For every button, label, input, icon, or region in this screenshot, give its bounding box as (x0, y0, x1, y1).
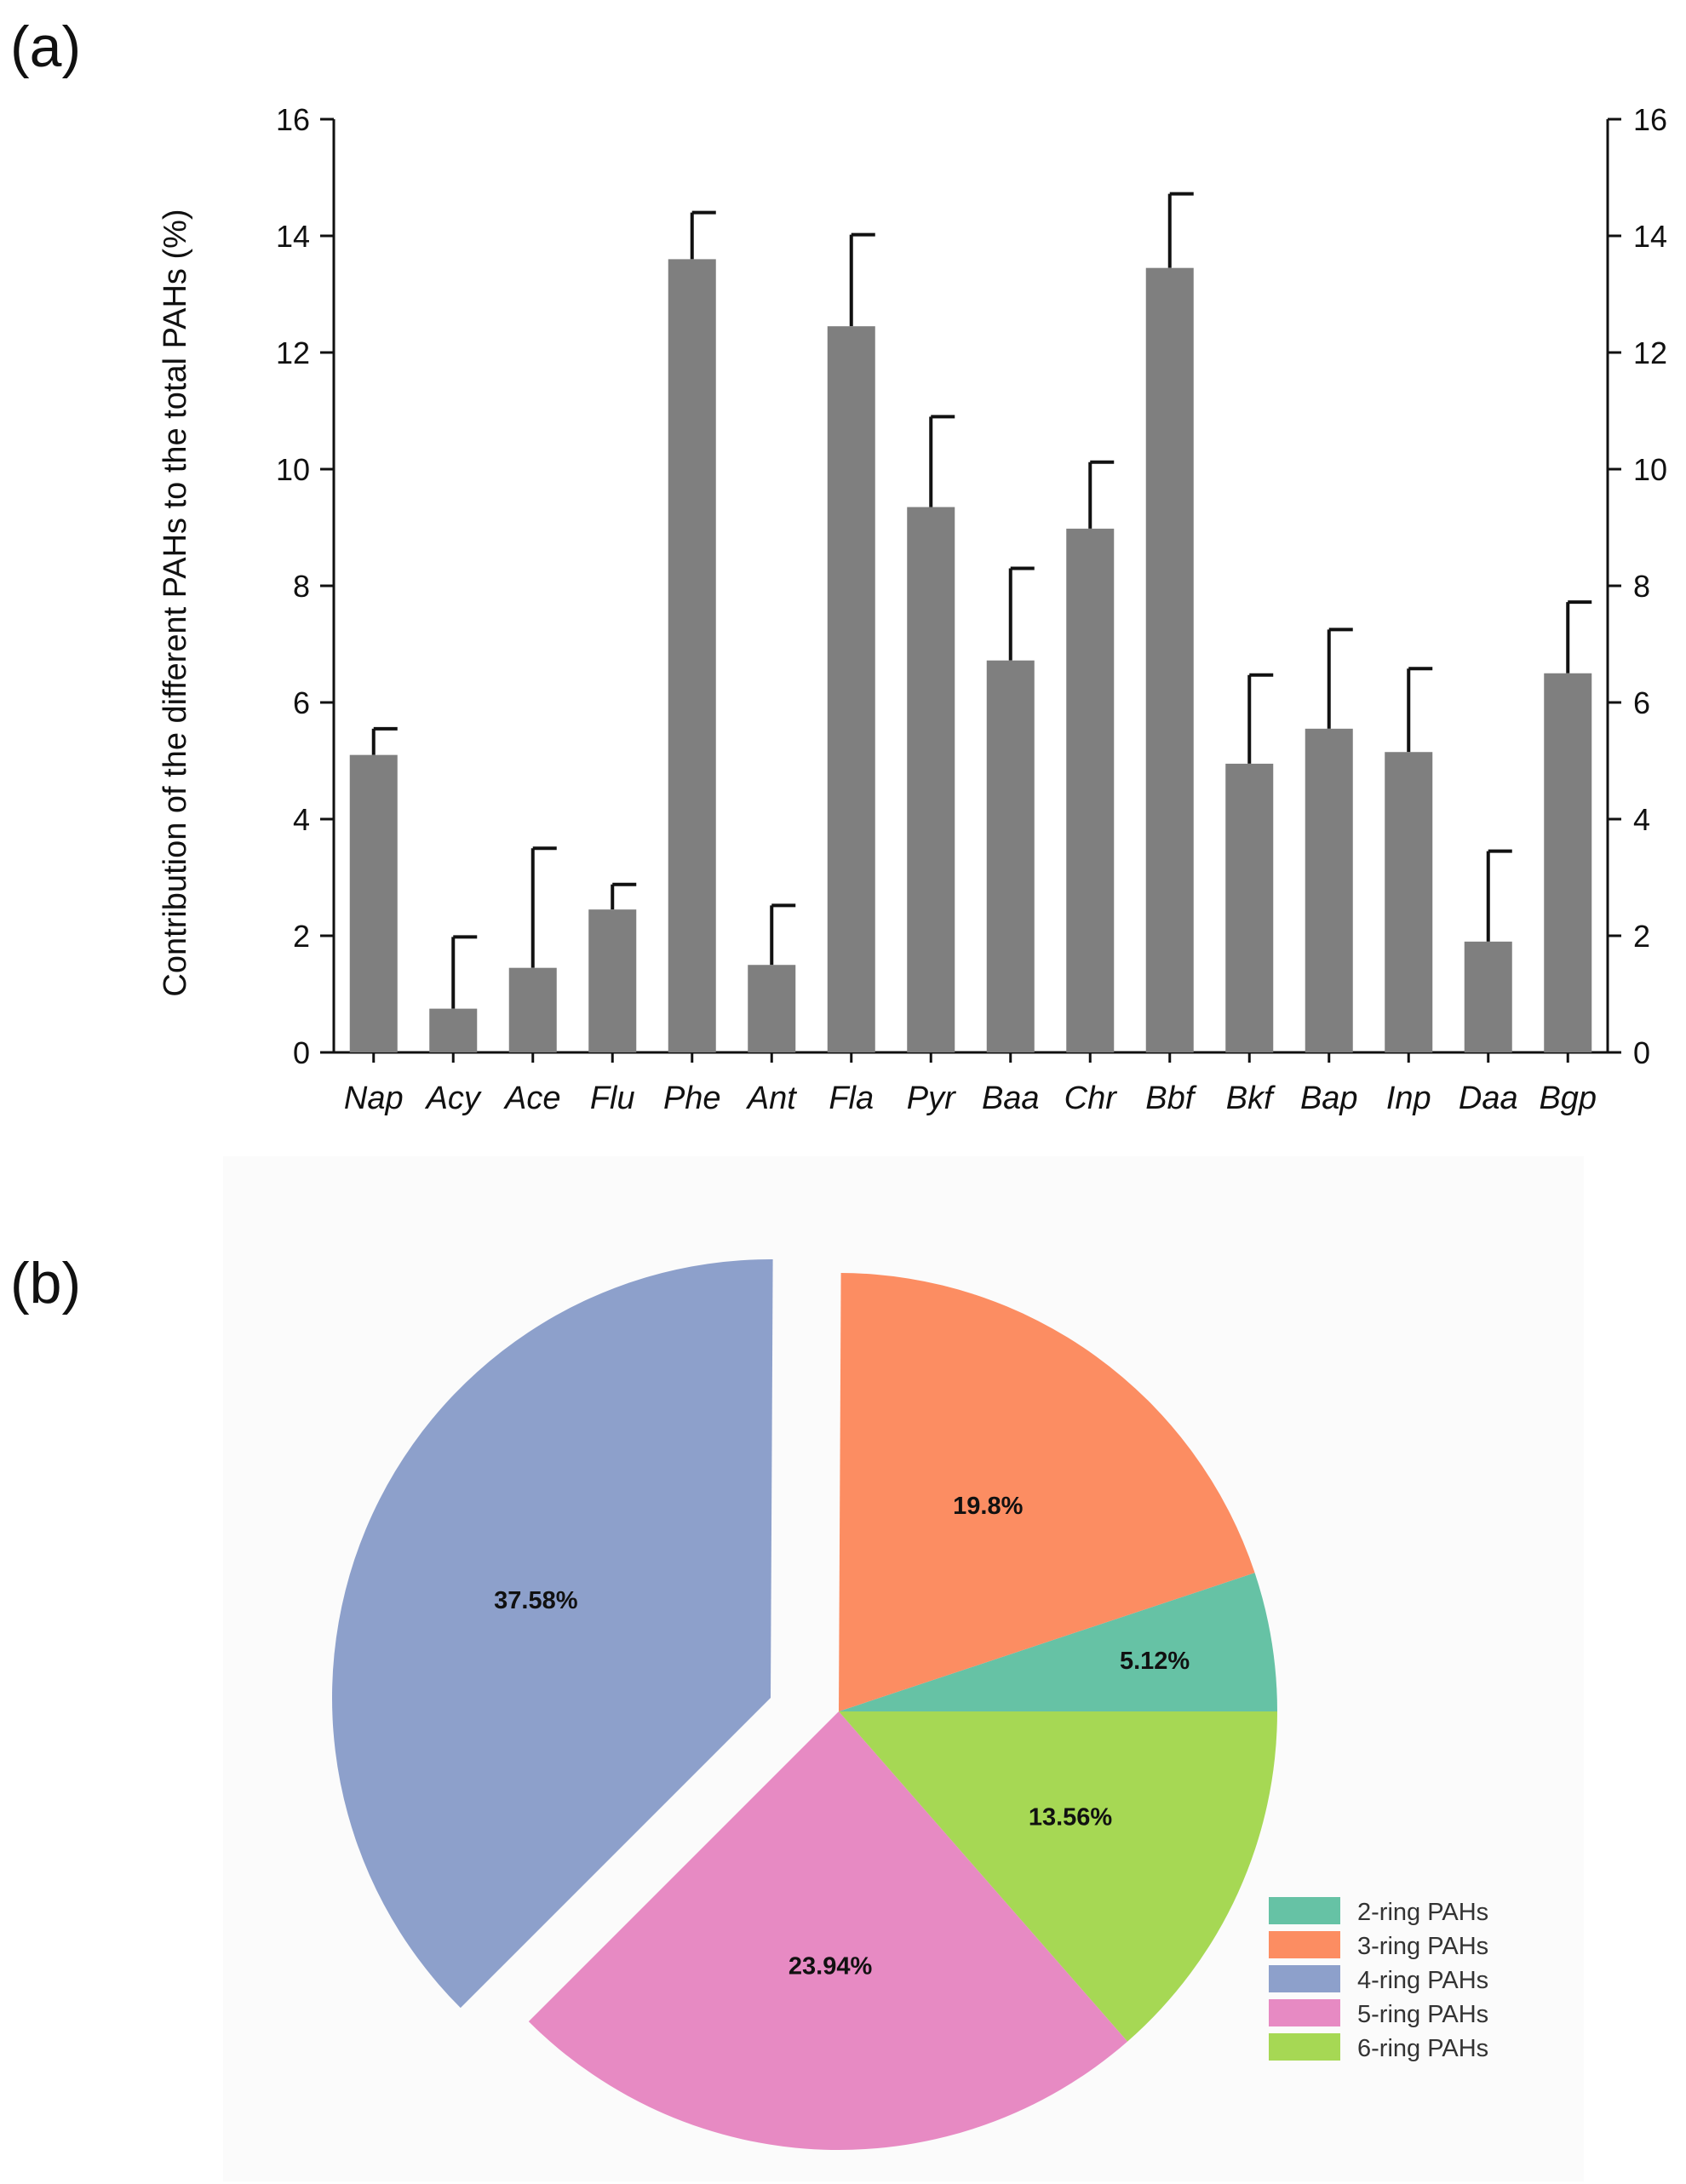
y-tick-label-left: 10 (276, 452, 310, 487)
x-tick-label-ace: Ace (503, 1081, 560, 1116)
legend-label-2-ring-pahs: 2-ring PAHs (1357, 1899, 1488, 1926)
legend-swatch-4-ring-pahs (1269, 1965, 1340, 1992)
pie-slice-3-ring-pahs (839, 1273, 1255, 1711)
legend-label-4-ring-pahs: 4-ring PAHs (1357, 1967, 1488, 1994)
x-tick-label-bap: Bap (1300, 1081, 1358, 1116)
x-tick-label-nap: Nap (344, 1081, 404, 1116)
y-tick-label-left: 2 (293, 919, 310, 954)
y-tick-label-right: 16 (1633, 102, 1667, 137)
panel-a-label: (a) (10, 14, 81, 79)
y-tick-label-left: 8 (293, 569, 310, 604)
pie-value-label-2-ring-pahs: 5.12% (1120, 1648, 1190, 1675)
pie-value-label-6-ring-pahs: 13.56% (1029, 1803, 1113, 1831)
x-tick-label-bbf: Bbf (1145, 1081, 1196, 1116)
y-tick-label-right: 14 (1633, 219, 1667, 254)
pie-value-label-5-ring-pahs: 23.94% (789, 1953, 873, 1981)
bar-chart: Contribution of the different PAHs to th… (158, 102, 1667, 1116)
pie-value-label-3-ring-pahs: 19.8% (953, 1493, 1023, 1520)
y-tick-label-left: 16 (276, 102, 310, 137)
y-tick-label-left: 14 (276, 219, 310, 254)
y-axis-title: Contribution of the different PAHs to th… (158, 209, 193, 996)
bar-bap (1305, 728, 1353, 1052)
x-tick-label-flu: Flu (590, 1081, 635, 1116)
y-tick-label-right: 2 (1633, 919, 1650, 954)
bar-pyr (907, 507, 955, 1052)
bar-ace (508, 967, 557, 1052)
pie-value-label-4-ring-pahs: 37.58% (494, 1587, 578, 1614)
legend-label-3-ring-pahs: 3-ring PAHs (1357, 1933, 1488, 1960)
legend-swatch-6-ring-pahs (1269, 2033, 1340, 2061)
x-tick-label-phe: Phe (663, 1081, 721, 1116)
y-tick-label-right: 8 (1633, 569, 1650, 604)
x-tick-label-chr: Chr (1064, 1081, 1118, 1116)
bar-nap (349, 754, 398, 1052)
bar-bbf (1145, 267, 1194, 1052)
pie-slice-6-ring-pahs (839, 1711, 1277, 2042)
pie-legend: 2-ring PAHs 3-ring PAHs 4-ring PAHs 5-ring … (1269, 1897, 1488, 2062)
pie-slice-2-ring-pahs (839, 1573, 1277, 1711)
bar-baa (986, 660, 1035, 1052)
x-tick-label-pyr: Pyr (907, 1081, 956, 1116)
x-tick-label-inp: Inp (1386, 1081, 1431, 1116)
y-tick-label-left: 12 (276, 335, 310, 370)
y-tick-label-right: 6 (1633, 685, 1650, 720)
y-tick-label-left: 6 (293, 685, 310, 720)
legend-label-6-ring-pahs: 6-ring PAHs (1357, 2035, 1488, 2062)
bar-axes: 0 0 2 2 4 4 6 6 8 8 10 10 12 12 14 14 16 16 Nap Acy Ace Flu Ph… (276, 102, 1667, 1116)
y-tick-label-right: 10 (1633, 452, 1667, 487)
legend-label-5-ring-pahs: 5-ring PAHs (1357, 2001, 1488, 2028)
bar-ant (748, 965, 796, 1052)
y-tick-label-right: 4 (1633, 802, 1650, 837)
y-tick-label-right: 0 (1633, 1035, 1650, 1070)
bar-daa (1464, 941, 1512, 1052)
bar-bkf (1225, 763, 1274, 1052)
bar-inp (1385, 752, 1433, 1052)
bar-marks (349, 192, 1592, 1052)
x-tick-label-daa: Daa (1459, 1081, 1518, 1116)
bar-fla (827, 326, 875, 1052)
bar-chr (1066, 528, 1115, 1052)
bar-flu (588, 909, 637, 1052)
x-tick-label-fla: Fla (829, 1081, 874, 1116)
bar-phe (668, 259, 716, 1052)
y-tick-label-left: 0 (293, 1035, 310, 1070)
y-tick-label-left: 4 (293, 802, 310, 837)
x-tick-label-bgp: Bgp (1539, 1081, 1597, 1116)
legend-swatch-2-ring-pahs (1269, 1897, 1340, 1924)
x-tick-label-bkf: Bkf (1226, 1081, 1276, 1116)
pie-slice-4-ring-pahs (332, 1259, 773, 2009)
y-tick-label-right: 12 (1633, 335, 1667, 370)
legend-swatch-5-ring-pahs (1269, 1999, 1340, 2026)
bar-acy (429, 1008, 478, 1052)
bar-bgp (1544, 673, 1592, 1052)
pie-slice-5-ring-pahs (528, 1711, 1128, 2150)
x-tick-label-ant: Ant (746, 1081, 797, 1116)
x-tick-label-baa: Baa (982, 1081, 1040, 1116)
pie-chart: 5.12% 19.8% 37.58% 23.94% 13.56% (332, 1259, 1277, 2150)
panel-b-label: (b) (10, 1251, 81, 1316)
legend-swatch-3-ring-pahs (1269, 1931, 1340, 1958)
x-tick-label-acy: Acy (425, 1081, 482, 1116)
